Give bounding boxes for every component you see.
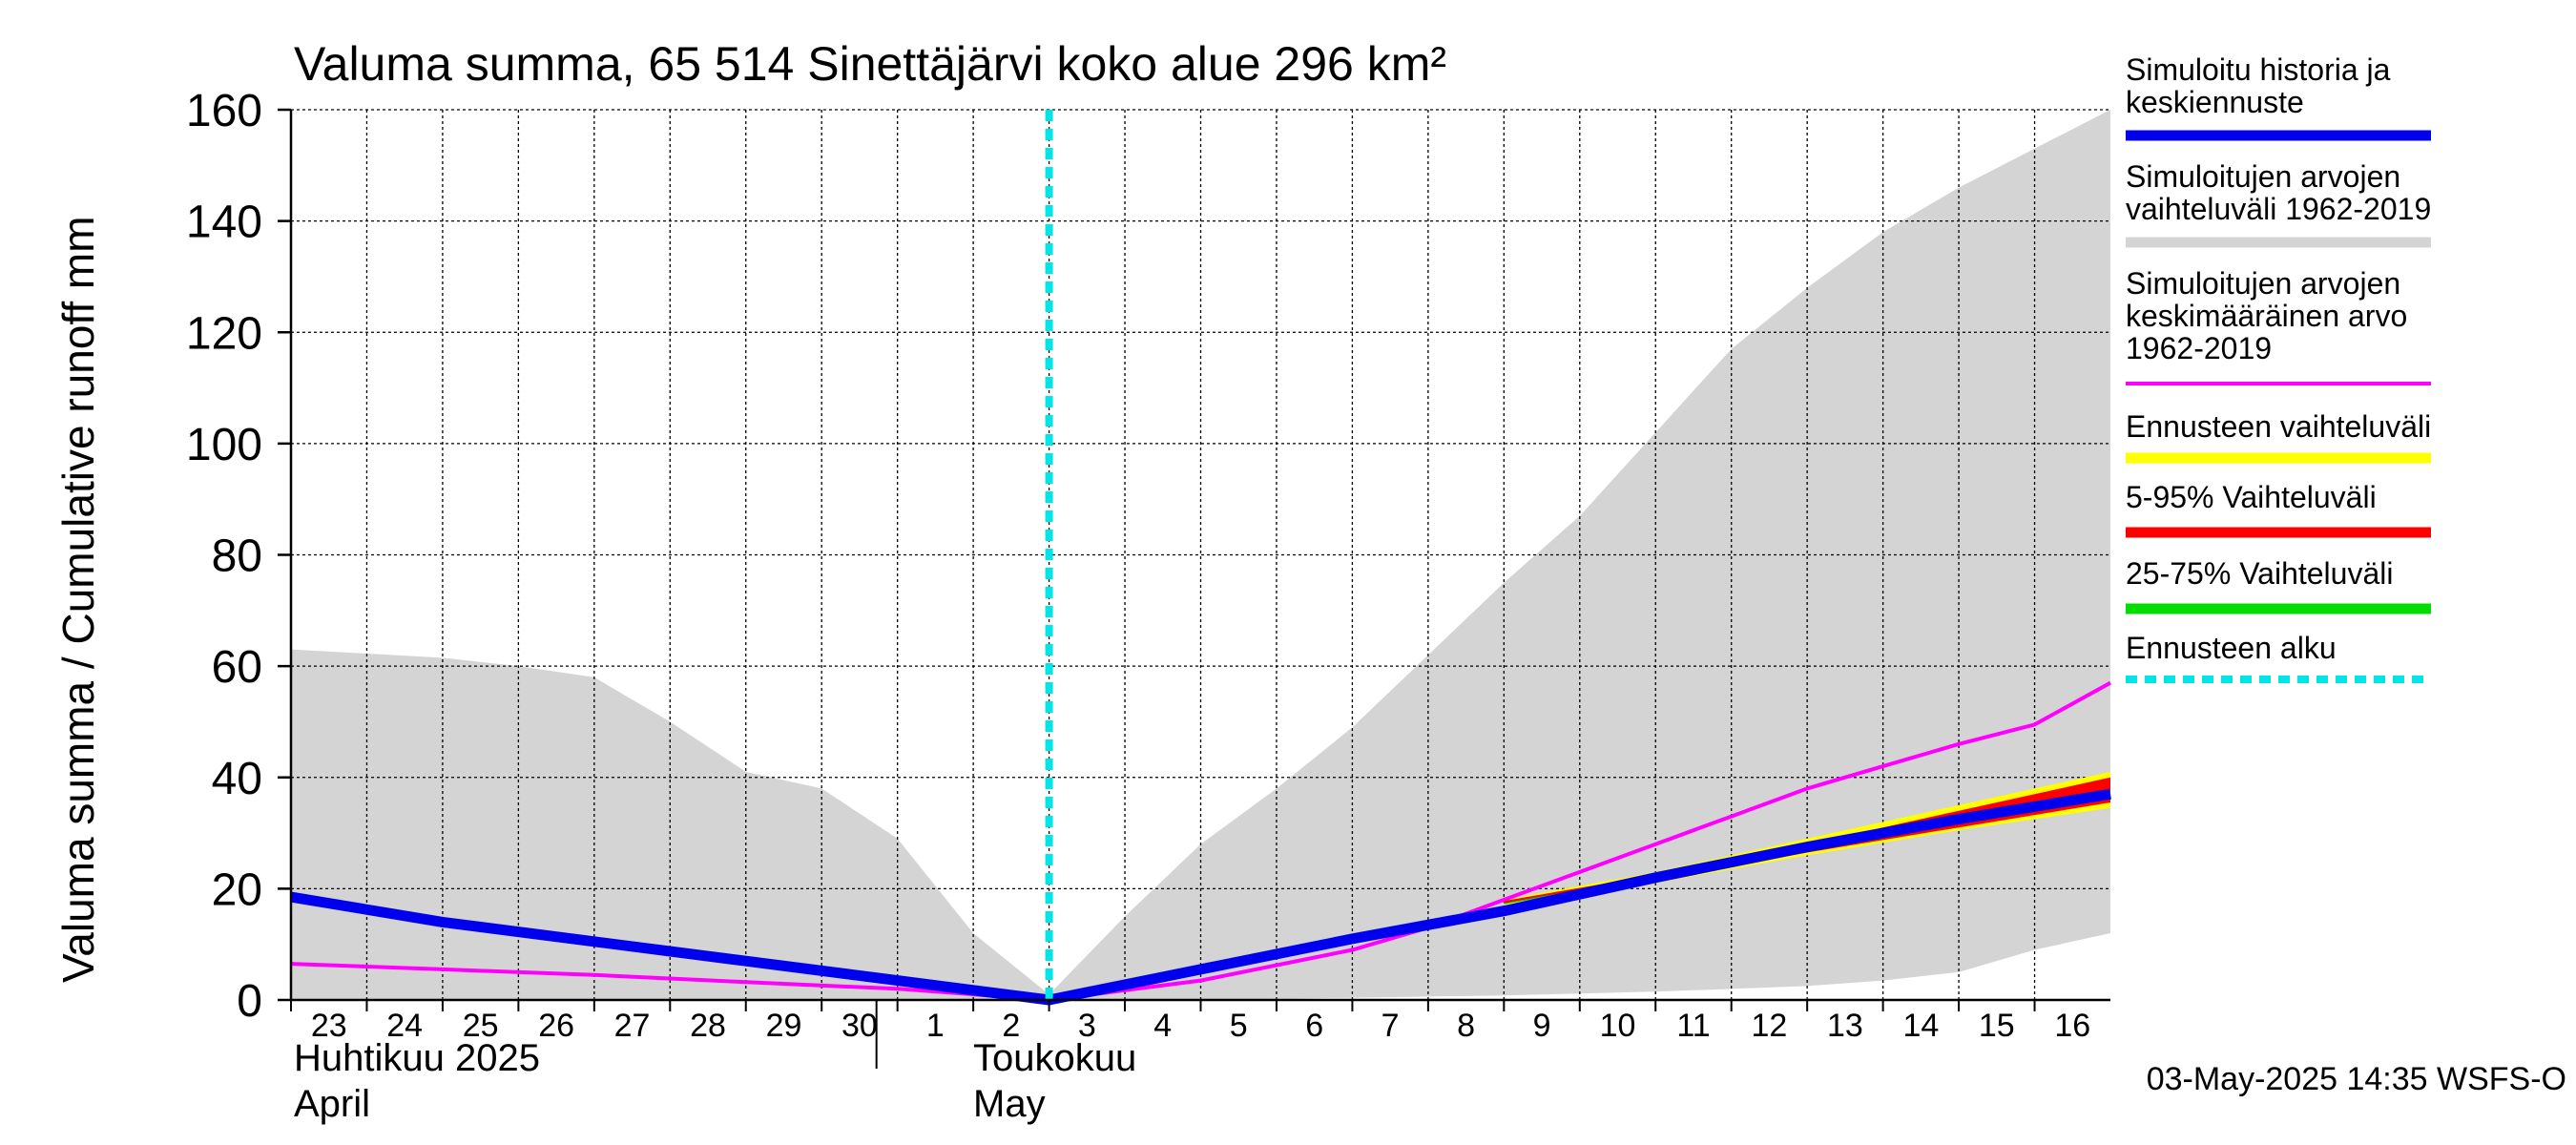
legend-item-forecast-start: Ennusteen alku xyxy=(2126,631,2431,683)
x-tick-label: 27 xyxy=(614,1008,651,1044)
month-label-april-fi: Huhtikuu 2025 xyxy=(294,1037,540,1079)
legend-label: Ennusteen alku xyxy=(2126,631,2337,665)
x-tick-label: 6 xyxy=(1305,1008,1323,1044)
y-tick-label: 160 xyxy=(186,86,262,136)
legend-label: Simuloitujen arvojen xyxy=(2126,159,2400,194)
month-label-may-en: May xyxy=(973,1083,1046,1125)
legend-label: keskiennuste xyxy=(2126,85,2304,119)
y-tick-label: 100 xyxy=(186,420,262,470)
legend-label: vaihteluväli 1962-2019 xyxy=(2126,192,2431,226)
x-tick-label: 23 xyxy=(311,1008,347,1044)
y-tick-label: 80 xyxy=(212,531,262,582)
series-history-median xyxy=(290,788,2111,1006)
legend-label: Simuloitu historia ja xyxy=(2126,52,2391,87)
y-tick-label: 0 xyxy=(237,976,262,1027)
y-tick-label: 140 xyxy=(186,198,262,248)
legend-item-p5-95: 5-95% Vaihteluväli xyxy=(2126,480,2431,538)
x-tick-label: 5 xyxy=(1230,1008,1248,1044)
legend-label: 5-95% Vaihteluväli xyxy=(2126,480,2377,514)
x-tick-label: 25 xyxy=(463,1008,499,1044)
legend-label: Ennusteen vaihteluväli xyxy=(2126,409,2431,444)
x-tick-label: 30 xyxy=(841,1008,878,1044)
timestamp: 03-May-2025 14:35 WSFS-O xyxy=(2147,1061,2566,1097)
band-p5-95 xyxy=(1504,777,2110,905)
x-tick-label: 28 xyxy=(690,1008,726,1044)
x-tick-label: 29 xyxy=(766,1008,802,1044)
x-tick-label: 2 xyxy=(1002,1008,1020,1044)
legend-label: 25-75% Vaihteluväli xyxy=(2126,556,2393,591)
chart-title: Valuma summa, 65 514 Sinettäjärvi koko a… xyxy=(294,37,1446,91)
x-tick-label: 15 xyxy=(1979,1008,2015,1044)
x-tick-label: 7 xyxy=(1381,1008,1400,1044)
x-tick-label: 11 xyxy=(1676,1008,1710,1044)
x-tick-label: 10 xyxy=(1600,1008,1636,1044)
x-tick-label: 8 xyxy=(1457,1008,1475,1044)
x-tick-label: 12 xyxy=(1752,1008,1788,1044)
x-tick-label: 9 xyxy=(1533,1008,1551,1044)
month-label-april-en: April xyxy=(294,1083,370,1125)
y-tick-label: 20 xyxy=(212,864,262,915)
y-tick-label: 60 xyxy=(212,642,262,693)
y-tick-label: 40 xyxy=(212,754,262,804)
month-label-may-fi: Toukokuu xyxy=(973,1037,1136,1079)
y-axis-label: Valuma summa / Cumulative runoff mm xyxy=(53,216,103,983)
legend-item-forecast-range: Ennusteen vaihteluväli xyxy=(2126,409,2431,464)
x-tick-label: 16 xyxy=(2054,1008,2090,1044)
y-tick-label: 120 xyxy=(186,308,262,359)
legend-label: keskimääräinen arvo xyxy=(2126,299,2407,333)
x-tick-label: 24 xyxy=(386,1008,423,1044)
legend: Simuloitu historia jakeskiennusteSimuloi… xyxy=(2126,52,2431,683)
x-tick-label: 4 xyxy=(1153,1008,1172,1044)
legend-label: 1962-2019 xyxy=(2126,331,2272,365)
legend-item-p25-75: 25-75% Vaihteluväli xyxy=(2126,556,2431,614)
legend-label: Simuloitujen arvojen xyxy=(2126,266,2400,301)
x-tick-label: 3 xyxy=(1078,1008,1096,1044)
x-tick-label: 26 xyxy=(538,1008,574,1044)
x-tick-label: 13 xyxy=(1827,1008,1863,1044)
line-layer xyxy=(290,110,2111,1006)
x-tick-label: 1 xyxy=(926,1008,945,1044)
x-tick-label: 14 xyxy=(1902,1008,1939,1044)
